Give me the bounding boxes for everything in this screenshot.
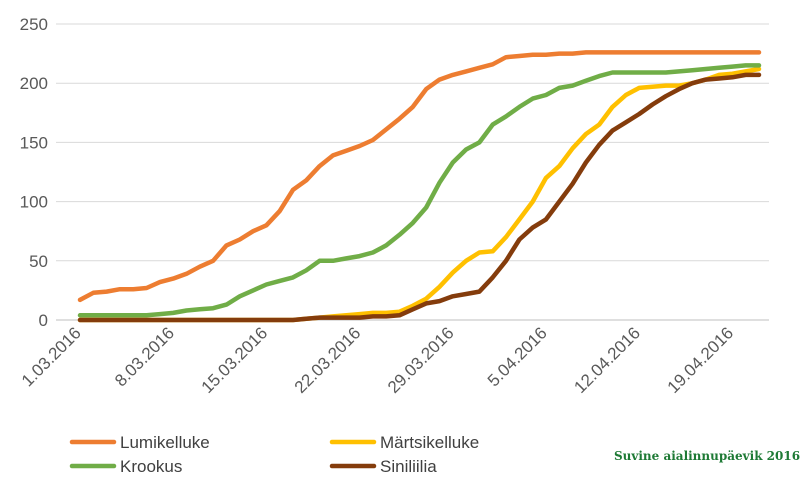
y-tick-label: 0 bbox=[39, 311, 48, 330]
gridlines bbox=[56, 23, 769, 321]
x-axis-ticks: 1.03.2016 8.03.2016 15.03.2016 22.03.2016 29… bbox=[18, 323, 737, 397]
series-line-lumikelluke bbox=[77, 50, 762, 303]
y-tick-label: 50 bbox=[29, 252, 48, 271]
x-tick-label: 15.03.2016 bbox=[198, 323, 272, 397]
x-tick-label: 1.03.2016 bbox=[18, 323, 85, 390]
y-tick-label: 150 bbox=[20, 133, 48, 152]
series-line-krookus bbox=[77, 63, 762, 318]
y-tick-label: 100 bbox=[20, 193, 48, 212]
y-tick-label: 250 bbox=[20, 15, 48, 34]
legend-label: Märtsikelluke bbox=[380, 433, 479, 452]
legend-label: Krookus bbox=[120, 457, 182, 476]
series-line-märtsikelluke bbox=[77, 66, 762, 323]
x-tick-label: 19.04.2016 bbox=[664, 323, 738, 397]
y-axis-ticks: 0 50 100 150 200 250 bbox=[20, 15, 48, 330]
watermark-caption: Suvine aialinnupäevik 2016 bbox=[614, 449, 800, 463]
legend: Lumikelluke Märtsikelluke Krookus Siniliili… bbox=[69, 433, 479, 476]
series-lines bbox=[77, 50, 762, 323]
x-tick-label: 22.03.2016 bbox=[291, 323, 365, 397]
x-tick-label: 29.03.2016 bbox=[384, 323, 458, 397]
x-tick-label: 8.03.2016 bbox=[111, 323, 178, 390]
y-tick-label: 200 bbox=[20, 74, 48, 93]
series-line-siniliilia bbox=[77, 72, 762, 323]
x-tick-label: 12.04.2016 bbox=[570, 323, 644, 397]
legend-label: Lumikelluke bbox=[120, 433, 210, 452]
x-tick-label: 5.04.2016 bbox=[484, 323, 551, 390]
legend-label: Siniliilia bbox=[380, 457, 437, 476]
